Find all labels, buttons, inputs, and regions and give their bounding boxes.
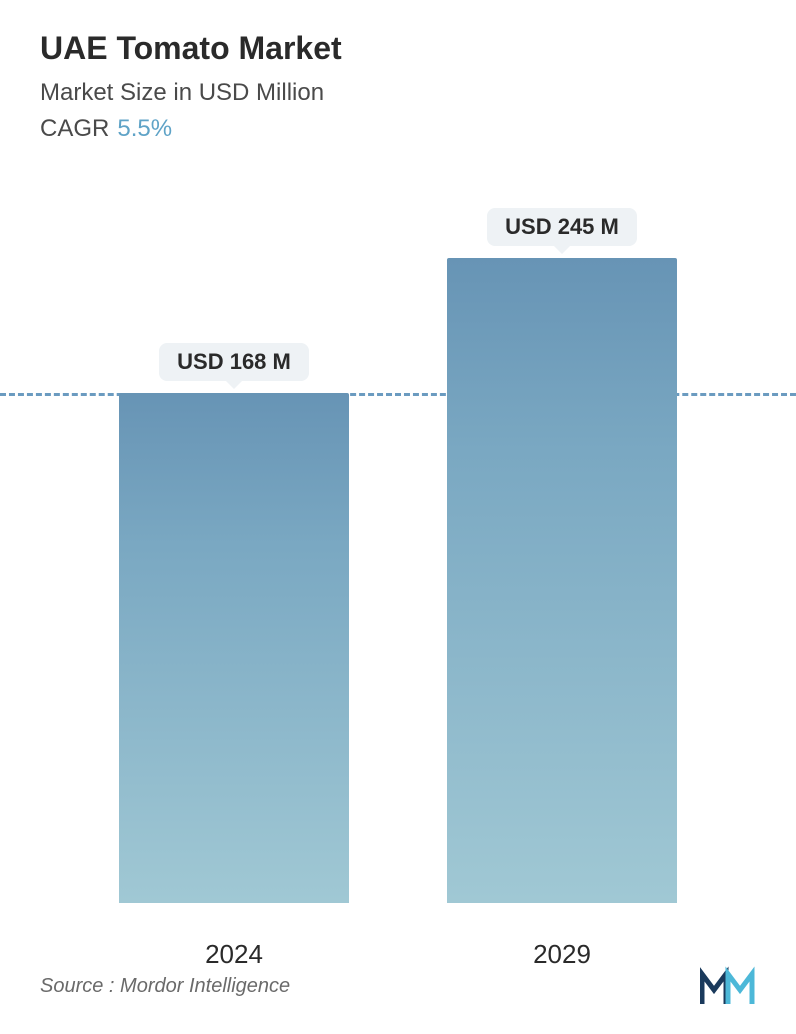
chart-container: UAE Tomato Market Market Size in USD Mil…: [0, 0, 796, 1034]
bar-2024: [119, 393, 349, 903]
value-label-2024: USD 168 M: [159, 343, 309, 381]
source-text: Source : Mordor Intelligence: [40, 975, 290, 998]
source-label: Source :: [40, 975, 114, 997]
footer: Source : Mordor Intelligence: [40, 966, 756, 1006]
cagr-row: CAGR 5.5%: [40, 115, 756, 143]
bar-2029: [447, 258, 677, 903]
mordor-logo-icon: [700, 966, 756, 1006]
bar-group-2029: USD 245 M: [447, 208, 677, 903]
bars-wrapper: USD 168 M USD 245 M: [40, 203, 756, 903]
value-label-2029: USD 245 M: [487, 208, 637, 246]
chart-subtitle: Market Size in USD Million: [40, 79, 756, 107]
cagr-value: 5.5%: [117, 115, 172, 142]
cagr-label: CAGR: [40, 115, 109, 142]
chart-title: UAE Tomato Market: [40, 30, 756, 67]
source-name: Mordor Intelligence: [120, 975, 290, 997]
x-axis-labels: 2024 2029: [40, 921, 756, 970]
bar-group-2024: USD 168 M: [119, 343, 349, 903]
chart-area: USD 168 M USD 245 M: [40, 203, 756, 903]
